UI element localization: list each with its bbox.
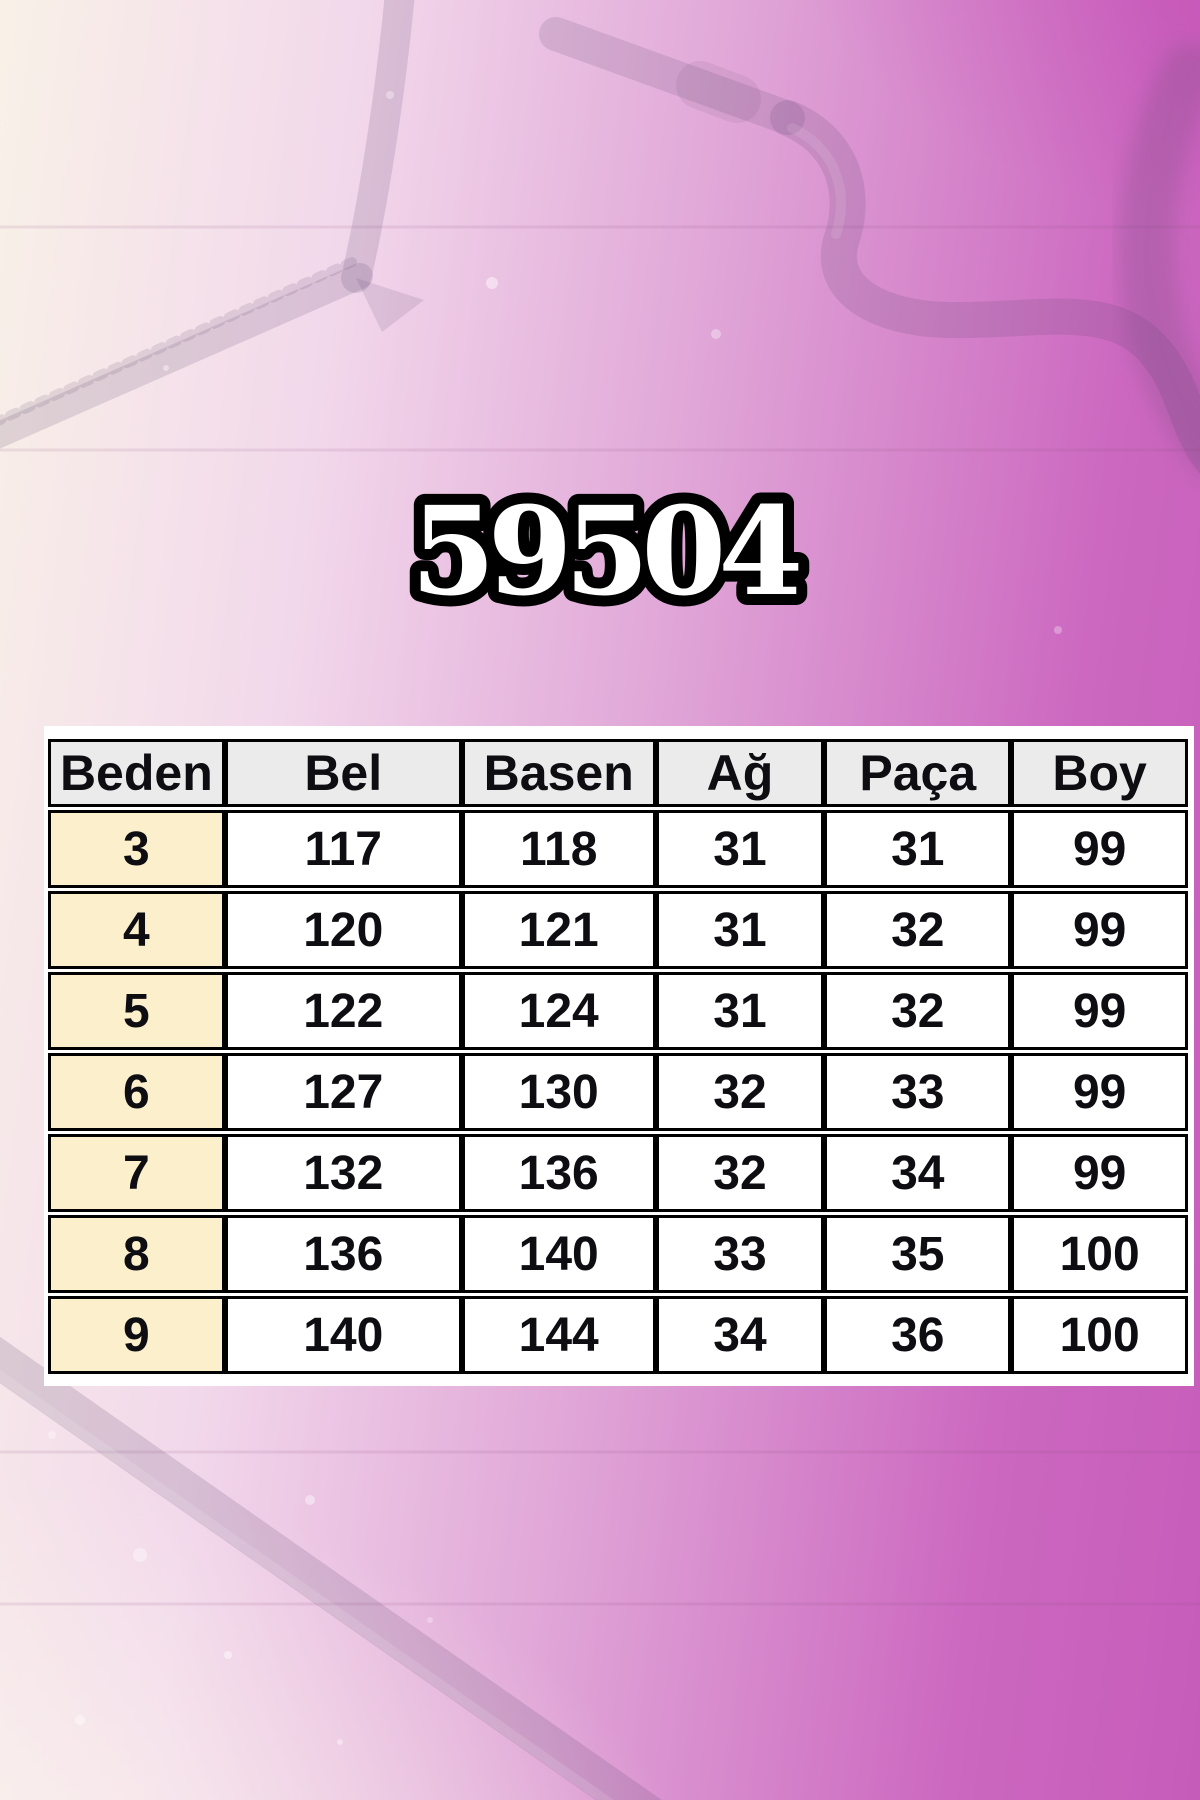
size-table-head: Beden Bel Basen Ağ Paça Boy [48,739,1188,807]
measurement-cell: 32 [655,1134,825,1212]
hanger-silhouette-top [0,0,1200,474]
measurement-cell: 118 [461,810,656,888]
measurement-cell: 100 [1011,1296,1188,1374]
header-row: Beden Bel Basen Ağ Paça Boy [48,739,1188,807]
size-cell: 3 [48,810,225,888]
size-cell: 7 [48,1134,225,1212]
measurement-cell: 122 [224,972,462,1050]
measurement-cell: 31 [655,891,825,969]
size-cell: 9 [48,1296,225,1374]
measurement-cell: 136 [224,1215,462,1293]
model-number-text: 59504 [411,479,799,623]
wood-plank-lines [0,225,1200,1606]
column-header-paca: Paça [824,739,1012,807]
measurement-cell: 140 [461,1215,656,1293]
measurement-cell: 36 [824,1296,1012,1374]
measurement-cell: 121 [461,891,656,969]
table-row: 3 117 118 31 31 99 [48,810,1188,888]
measurement-cell: 124 [461,972,656,1050]
measurement-cell: 140 [224,1296,462,1374]
measurement-cell: 132 [224,1134,462,1212]
table-row: 7 132 136 32 34 99 [48,1134,1188,1212]
size-cell: 6 [48,1053,225,1131]
measurement-cell: 117 [224,810,462,888]
measurement-cell: 100 [1011,1215,1188,1293]
measurement-cell: 130 [461,1053,656,1131]
measurement-cell: 33 [824,1053,1012,1131]
measurement-cell: 120 [224,891,462,969]
table-row: 9 140 144 34 36 100 [48,1296,1188,1374]
size-cell: 8 [48,1215,225,1293]
measurement-cell: 35 [824,1215,1012,1293]
measurement-cell: 136 [461,1134,656,1212]
column-header-basen: Basen [461,739,656,807]
measurement-cell: 127 [224,1053,462,1131]
column-header-beden: Beden [48,739,225,807]
table-row: 6 127 130 32 33 99 [48,1053,1188,1131]
measurement-cell: 99 [1011,810,1188,888]
measurement-cell: 32 [824,972,1012,1050]
measurement-cell: 33 [655,1215,825,1293]
column-header-boy: Boy [1011,739,1188,807]
size-cell: 5 [48,972,225,1050]
column-header-bel: Bel [224,739,462,807]
measurement-cell: 31 [655,810,825,888]
column-header-ag: Ağ [655,739,825,807]
table-row: 5 122 124 31 32 99 [48,972,1188,1050]
measurement-cell: 144 [461,1296,656,1374]
model-number-title: 59504 [400,468,818,634]
measurement-cell: 99 [1011,1053,1188,1131]
measurement-cell: 31 [824,810,1012,888]
measurement-cell: 34 [824,1134,1012,1212]
measurement-cell: 32 [655,1053,825,1131]
table-row: 4 120 121 31 32 99 [48,891,1188,969]
size-chart-table: Beden Bel Basen Ağ Paça Boy 3 117 118 31 31 99 4 120… [48,736,1188,1377]
hanger-silhouette-bottom [0,1336,662,1800]
measurement-cell: 99 [1011,972,1188,1050]
measurement-cell: 99 [1011,1134,1188,1212]
size-chart-panel: Beden Bel Basen Ağ Paça Boy 3 117 118 31 31 99 4 120… [44,726,1194,1386]
table-row: 8 136 140 33 35 100 [48,1215,1188,1293]
size-table-body: 3 117 118 31 31 99 4 120 121 31 32 99 5 122 124 31 32 99 6… [48,810,1188,1374]
measurement-cell: 34 [655,1296,825,1374]
measurement-cell: 99 [1011,891,1188,969]
measurement-cell: 31 [655,972,825,1050]
measurement-cell: 32 [824,891,1012,969]
size-cell: 4 [48,891,225,969]
